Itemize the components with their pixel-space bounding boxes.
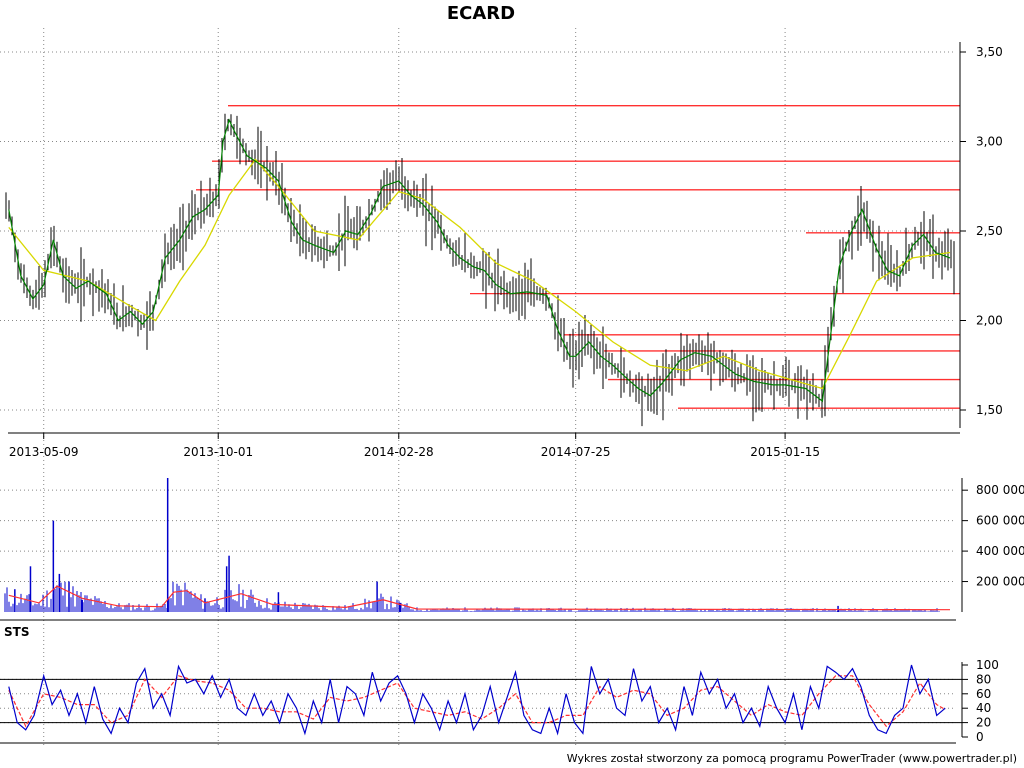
sts-gridlines — [0, 678, 956, 724]
sts-y-tick-label: 40 — [976, 701, 991, 715]
sts-y-tick-label: 80 — [976, 672, 991, 686]
volume-y-tick-label: 600 000 — [976, 514, 1024, 528]
sts-y-tick-label: 20 — [976, 716, 991, 730]
volume-y-tick-label: 400 000 — [976, 544, 1024, 558]
price-y-tick-label: 1,50 — [976, 403, 1003, 417]
volume-gridlines — [0, 489, 956, 583]
sts-y-tick-label: 0 — [976, 730, 984, 744]
footer-credit: Wykres został stworzony za pomocą progra… — [567, 752, 1017, 765]
price-x-tick-label: 2015-01-15 — [750, 445, 820, 459]
sts-main-line — [8, 664, 946, 736]
price-y-tick-label: 2,50 — [976, 224, 1003, 238]
price-y-tick-label: 3,00 — [976, 135, 1003, 149]
chart-title: ECARD — [447, 3, 515, 24]
price-x-tick-label: 2013-05-09 — [9, 445, 79, 459]
sts-y-tick-label: 60 — [976, 687, 991, 701]
sts-reference-lines — [0, 678, 962, 724]
price-x-tick-label: 2014-02-28 — [364, 445, 434, 459]
volume-y-tick-label: 200 000 — [976, 575, 1024, 589]
price-y-tick-label: 2,00 — [976, 314, 1003, 328]
volume-bars — [4, 478, 940, 612]
price-y-tick-label: 3,50 — [976, 45, 1003, 59]
volume-average-line — [8, 585, 951, 611]
price-level-lines — [196, 105, 960, 409]
price-x-tick-label: 2014-07-25 — [541, 445, 611, 459]
price-gridlines — [0, 28, 956, 745]
price-panel: 3,50 3,00 2,50 2,00 1,50 2013-05-09 2013-10-0… — [0, 28, 1003, 745]
sts-signal-line — [8, 675, 946, 728]
volume-panel: 800 000 600 000 400 000 200 000 — [0, 478, 1024, 621]
price-moving-average-line — [8, 158, 951, 390]
price-close-line — [8, 118, 951, 403]
price-y-ticks: 3,50 3,00 2,50 2,00 1,50 — [960, 45, 1003, 417]
price-x-tick-label: 2013-10-01 — [183, 445, 253, 459]
price-bars — [5, 113, 955, 427]
sts-y-tick-label: 100 — [976, 658, 999, 672]
volume-y-tick-label: 800 000 — [976, 483, 1024, 497]
volume-y-ticks: 800 000 600 000 400 000 200 000 — [962, 483, 1024, 589]
sts-label: STS — [4, 625, 29, 639]
price-x-ticks: 2013-05-09 2013-10-01 2014-02-28 2014-07-25… — [9, 433, 820, 459]
